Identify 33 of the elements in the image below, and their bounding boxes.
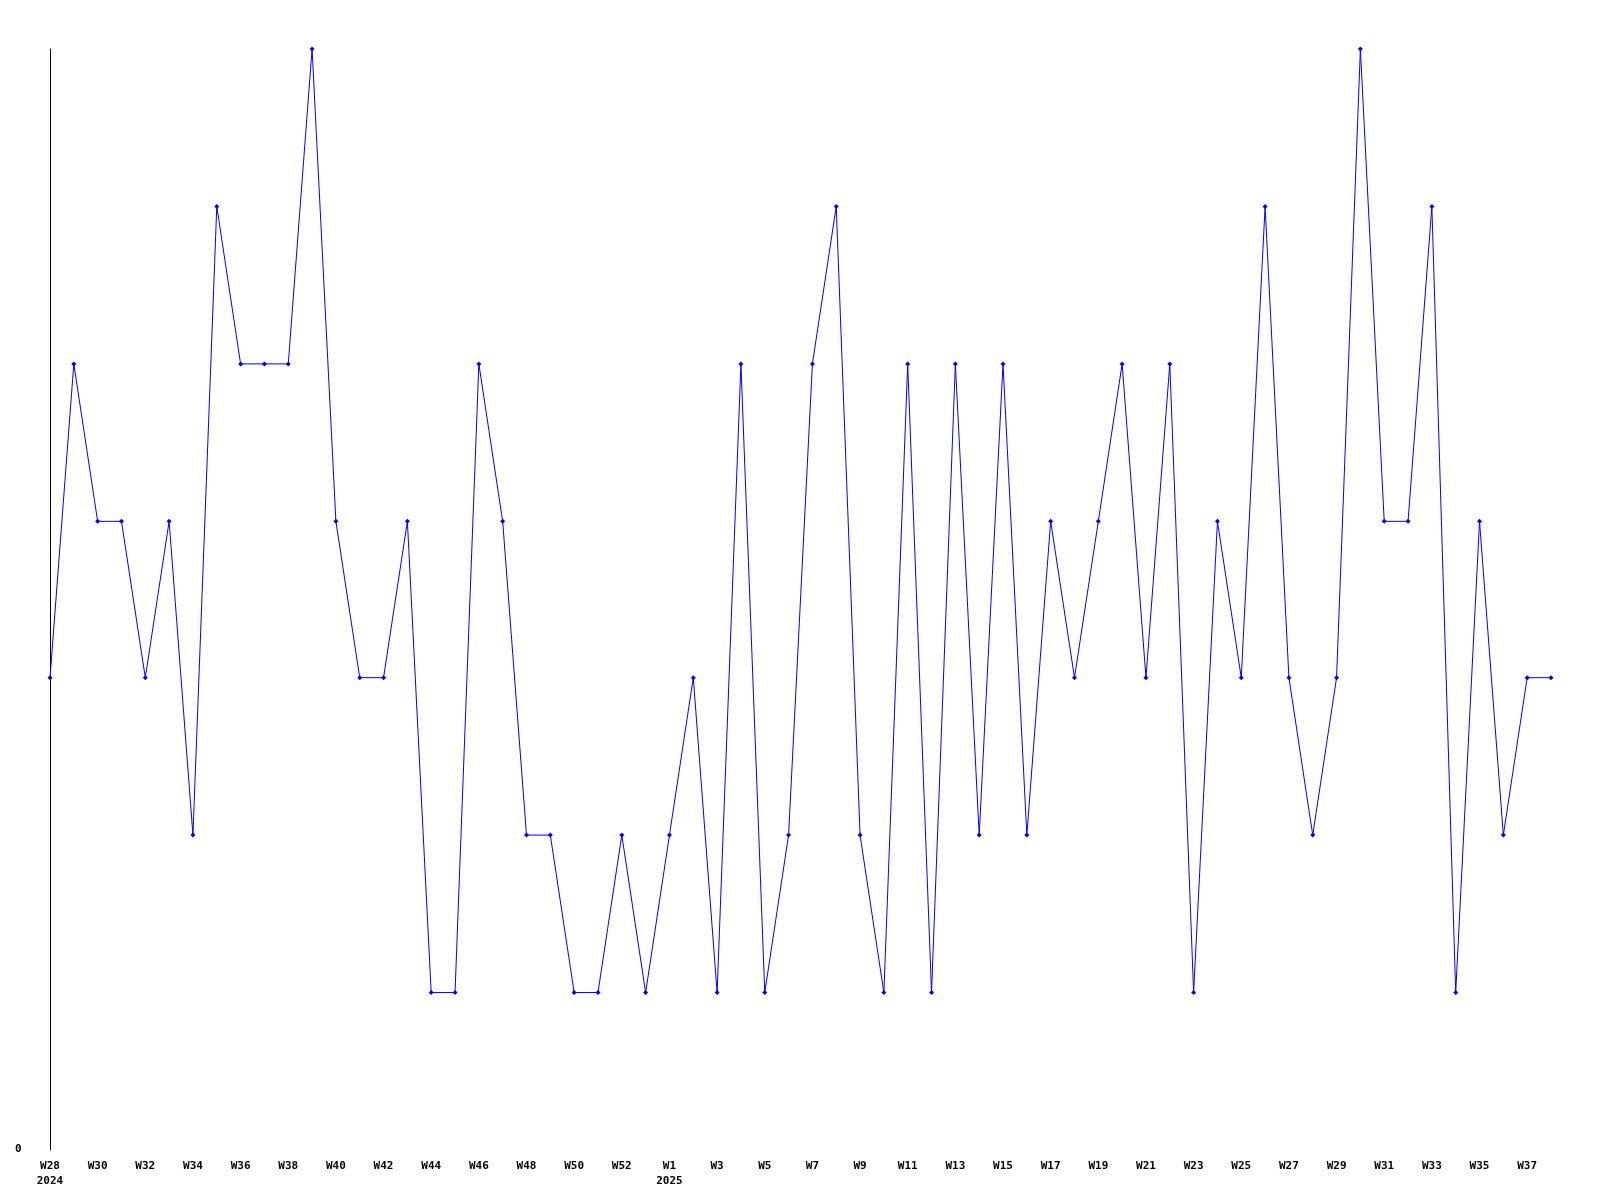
x-tick-label: W52 bbox=[611, 1159, 632, 1172]
x-tick-label: W27 bbox=[1278, 1159, 1299, 1172]
x-tick-label: W23 bbox=[1183, 1159, 1204, 1172]
x-tick-label: W44 bbox=[421, 1159, 442, 1172]
x-tick-label: W46 bbox=[468, 1159, 490, 1172]
x-tick-label: W3 bbox=[710, 1159, 724, 1172]
x-tick-label: W28 2024 bbox=[36, 1159, 64, 1187]
x-tick-label: W15 bbox=[993, 1159, 1013, 1172]
x-tick-label: W50 bbox=[564, 1159, 585, 1172]
x-tick-label: W30 bbox=[87, 1159, 108, 1172]
x-tick-label: W35 bbox=[1469, 1159, 1490, 1172]
x-tick-label: W29 bbox=[1326, 1159, 1347, 1172]
x-tick-label: W7 bbox=[805, 1159, 820, 1172]
x-tick-label: W42 bbox=[373, 1159, 394, 1172]
x-tick-label: W48 bbox=[516, 1159, 537, 1172]
x-tick-label: W38 bbox=[278, 1159, 299, 1172]
x-tick-label: W19 bbox=[1088, 1159, 1109, 1172]
x-tick-label: W17 bbox=[1040, 1159, 1061, 1172]
x-tick-label: W5 bbox=[758, 1159, 772, 1172]
x-tick-label: W1 2025 bbox=[656, 1159, 683, 1187]
x-tick-label: W25 bbox=[1231, 1159, 1252, 1172]
x-tick-label: W9 bbox=[853, 1159, 867, 1172]
x-tick-label: W37 bbox=[1517, 1159, 1538, 1172]
x-tick-label: W40 bbox=[325, 1159, 346, 1172]
x-tick-label: W33 bbox=[1421, 1159, 1442, 1172]
x-tick-label: W21 bbox=[1136, 1159, 1157, 1172]
x-tick-label: W11 bbox=[897, 1159, 919, 1172]
x-tick-label: W34 bbox=[183, 1159, 204, 1172]
x-tick-label: W36 bbox=[230, 1159, 251, 1172]
text: 0 bbox=[15, 1142, 22, 1155]
x-tick-label: W13 bbox=[945, 1159, 966, 1172]
x-tick-label: W31 bbox=[1374, 1159, 1395, 1172]
x-tick-label: W32 bbox=[135, 1159, 156, 1172]
